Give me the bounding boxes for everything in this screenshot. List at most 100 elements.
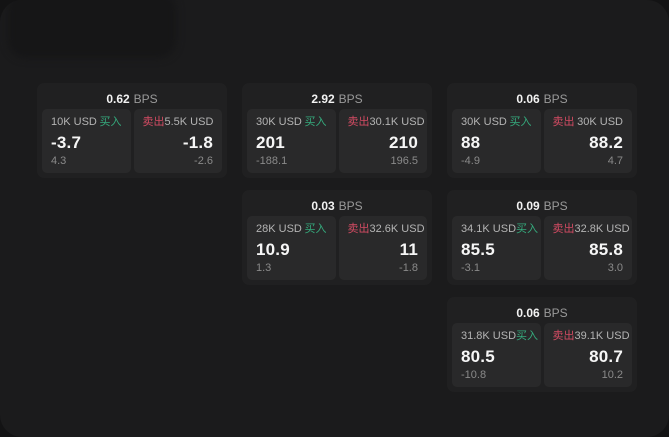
quote-panels: 28K USD 买入 10.9 1.3 卖出 32.6K USD 11 -1.8 [247,216,427,280]
buy-price: 201 [256,132,285,152]
sell-amount: 39.1K USD [574,330,630,342]
card-header: 2.92 BPS [247,88,427,109]
sell-amount: 32.6K USD [369,223,425,235]
sell-price: 80.7 [589,346,623,366]
quote-card-grid: 0.62 BPS 10K USD 买入 -3.7 4.3 卖出 5.5K USD… [37,83,637,392]
quote-panels: 34.1K USD 买入 85.5 -3.1 卖出 32.8K USD 85.8… [452,216,632,280]
bps-value: 0.09 [516,198,540,213]
quote-card[interactable]: 0.09 BPS 34.1K USD 买入 85.5 -3.1 卖出 32.8K… [447,190,637,285]
buy-panel-header: 34.1K USD 买入 [461,223,538,235]
sell-panel[interactable]: 卖出 39.1K USD 80.7 10.2 [543,323,632,387]
sell-panel-header: 卖出 30.1K USD [347,116,425,128]
sell-panel-header: 卖出 30K USD [553,117,624,128]
sell-panel-header: 卖出 32.6K USD [347,223,425,235]
quote-panels: 30K USD 买入 88 -4.9 卖出 30K USD 88.2 4.7 [452,109,632,173]
buy-amount: 31.8K USD [461,330,517,342]
bps-unit-label: BPS [543,305,568,320]
sell-panel-header: 卖出 32.8K USD [552,223,630,235]
card-header: 0.06 BPS [452,88,632,109]
quote-card[interactable]: 0.06 BPS 30K USD 买入 88 -4.9 卖出 30K USD 8… [447,83,637,178]
sell-panel-header: 卖出 39.1K USD [553,331,630,342]
card-header: 0.03 BPS [247,195,427,216]
buy-label: 买入 [516,223,539,235]
sell-panel[interactable]: 卖出 5.5K USD -1.8 -2.6 [133,109,222,173]
sell-price: -1.8 [182,132,213,152]
sell-price: 11 [399,239,418,259]
buy-change: 4.3 [51,155,67,167]
sell-price: 210 [389,132,418,152]
sell-amount: 30.1K USD [369,116,425,128]
sell-panel[interactable]: 卖出 32.8K USD 85.8 3.0 [543,216,632,280]
quote-card[interactable]: 0.03 BPS 28K USD 买入 10.9 1.3 卖出 32.6K US… [242,190,432,285]
buy-amount: 34.1K USD [461,223,517,235]
buy-label: 买入 [304,116,327,128]
corner-shadow [8,0,176,58]
buy-price: -3.7 [51,132,82,152]
buy-panel-header: 10K USD 买入 [51,117,122,128]
buy-change: -3.1 [461,262,480,274]
sell-label: 卖出 [347,116,370,128]
buy-change: 1.3 [256,262,272,274]
sell-panel[interactable]: 卖出 30.1K USD 210 196.5 [338,109,427,173]
quote-card[interactable]: 0.06 BPS 31.8K USD 买入 80.5 -10.8 卖出 39.1… [447,297,637,392]
sell-panel[interactable]: 卖出 32.6K USD 11 -1.8 [338,216,427,280]
buy-label: 买入 [99,116,122,128]
buy-panel-header: 28K USD 买入 [256,224,327,235]
sell-label: 卖出 [552,116,575,128]
buy-price: 80.5 [461,346,495,366]
bps-unit-label: BPS [338,91,363,106]
quote-card[interactable]: 0.62 BPS 10K USD 买入 -3.7 4.3 卖出 5.5K USD… [37,83,227,178]
sell-label: 卖出 [347,223,370,235]
card-header: 0.06 BPS [452,302,632,323]
buy-price: 88 [461,132,481,152]
card-header: 0.62 BPS [42,88,222,109]
sell-change: -1.8 [399,262,418,274]
bps-unit-label: BPS [543,91,568,106]
buy-panel[interactable]: 31.8K USD 买入 80.5 -10.8 [452,323,541,387]
buy-amount: 30K USD [256,116,302,128]
sell-panel[interactable]: 卖出 30K USD 88.2 4.7 [543,109,632,173]
bps-unit-label: BPS [133,91,158,106]
buy-panel[interactable]: 30K USD 买入 201 -188.1 [247,109,336,173]
sell-label: 卖出 [142,116,165,128]
quote-panels: 10K USD 买入 -3.7 4.3 卖出 5.5K USD -1.8 -2.… [42,109,222,173]
sell-price: 88.2 [589,132,623,152]
sell-change: 3.0 [607,262,623,274]
buy-panel-header: 30K USD 买入 [461,117,532,128]
buy-change: -4.9 [461,155,480,167]
sell-panel-header: 卖出 5.5K USD [143,117,214,128]
buy-amount: 28K USD [256,223,302,235]
buy-change: -10.8 [461,369,487,381]
buy-label: 买入 [509,116,532,128]
quote-panels: 31.8K USD 买入 80.5 -10.8 卖出 39.1K USD 80.… [452,323,632,387]
buy-price: 10.9 [256,239,290,259]
buy-label: 买入 [304,223,327,235]
buy-change: -188.1 [256,155,288,167]
buy-panel-header: 30K USD 买入 [256,117,327,128]
quote-panels: 30K USD 买入 201 -188.1 卖出 30.1K USD 210 1… [247,109,427,173]
sell-change: 4.7 [607,155,623,167]
buy-panel[interactable]: 30K USD 买入 88 -4.9 [452,109,541,173]
sell-change: -2.6 [194,155,213,167]
buy-label: 买入 [516,330,539,342]
bps-value: 0.06 [516,305,540,320]
sell-label: 卖出 [552,223,575,235]
bps-unit-label: BPS [338,198,363,213]
sell-change: 10.2 [601,369,623,381]
card-header: 0.09 BPS [452,195,632,216]
bps-value: 0.62 [106,91,130,106]
buy-price: 85.5 [461,239,495,259]
buy-panel[interactable]: 34.1K USD 买入 85.5 -3.1 [452,216,541,280]
bps-unit-label: BPS [543,198,568,213]
sell-amount: 5.5K USD [164,116,214,128]
buy-panel-header: 31.8K USD 买入 [461,330,538,342]
bps-value: 2.92 [311,91,335,106]
buy-panel[interactable]: 10K USD 买入 -3.7 4.3 [42,109,131,173]
sell-price: 85.8 [589,239,623,259]
buy-amount: 10K USD [51,116,97,128]
quote-card[interactable]: 2.92 BPS 30K USD 买入 201 -188.1 卖出 30.1K … [242,83,432,178]
sell-change: 196.5 [390,155,418,167]
buy-panel[interactable]: 28K USD 买入 10.9 1.3 [247,216,336,280]
